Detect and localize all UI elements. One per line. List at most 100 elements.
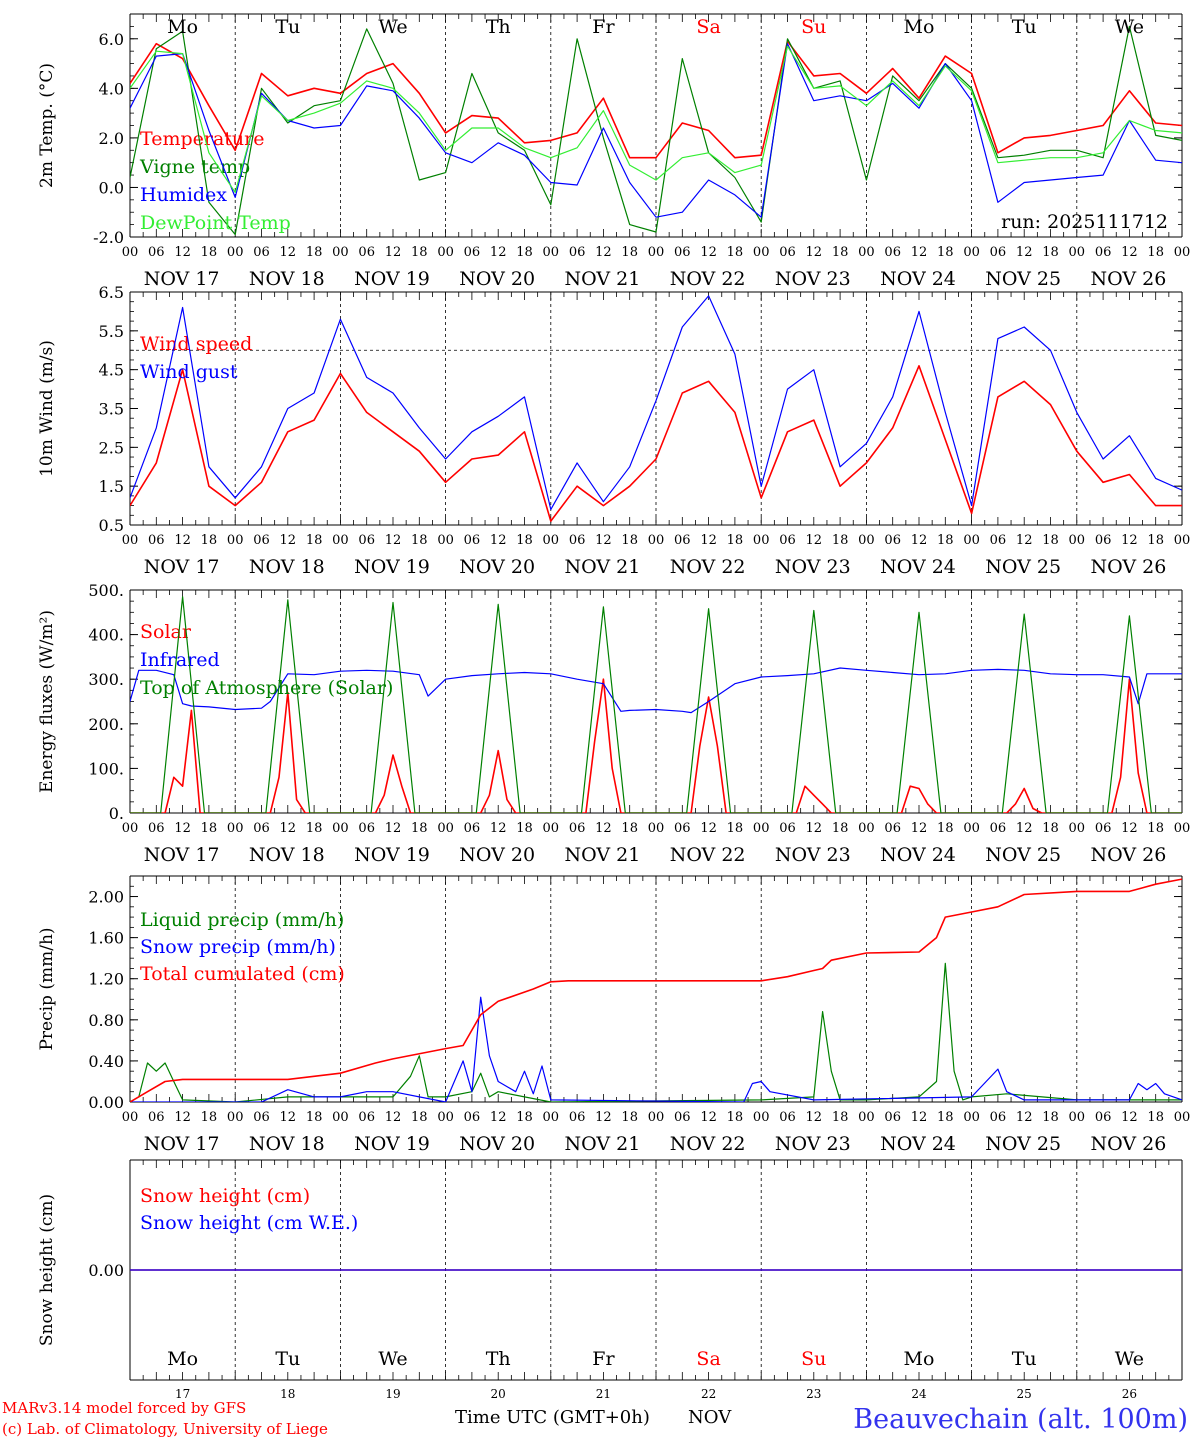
hour-tick-label: 00 bbox=[963, 1110, 980, 1125]
hour-tick-label: 18 bbox=[306, 533, 323, 548]
legend-entry: Wind gust bbox=[140, 361, 238, 383]
hour-tick-label: 12 bbox=[1016, 245, 1033, 260]
hour-tick-label: 06 bbox=[148, 245, 165, 260]
hour-tick-label: 00 bbox=[858, 245, 875, 260]
date-label: NOV 19 bbox=[354, 1133, 430, 1155]
hour-tick-label: 00 bbox=[963, 245, 980, 260]
y-tick-label: 0. bbox=[109, 804, 124, 823]
hour-tick-label: 12 bbox=[174, 533, 191, 548]
hour-tick-label: 18 bbox=[937, 821, 954, 836]
x-axis-month: NOV bbox=[688, 1407, 732, 1428]
hour-tick-label: 06 bbox=[358, 533, 375, 548]
date-label: NOV 24 bbox=[880, 844, 956, 866]
hour-tick-label: 12 bbox=[806, 533, 823, 548]
hour-tick-label: 00 bbox=[648, 245, 665, 260]
y-axis-title: Precip (mm/h) bbox=[37, 927, 57, 1050]
date-label: NOV 18 bbox=[249, 844, 325, 866]
legend-entry: Snow precip (mm/h) bbox=[140, 936, 336, 958]
hour-tick-label: 18 bbox=[1042, 1110, 1059, 1125]
date-label: NOV 24 bbox=[880, 556, 956, 578]
hour-tick-label: 00 bbox=[648, 1110, 665, 1125]
legend-entry: Infrared bbox=[140, 649, 220, 671]
date-label: NOV 18 bbox=[249, 268, 325, 290]
y-axis-title: Energy fluxes (W/m²) bbox=[37, 610, 57, 793]
hour-tick-label: 12 bbox=[595, 1110, 612, 1125]
y-tick-label: 5.5 bbox=[99, 322, 124, 341]
date-label: NOV 26 bbox=[1090, 268, 1166, 290]
day-number-label: 17 bbox=[175, 1387, 190, 1401]
hour-tick-label: 12 bbox=[911, 533, 928, 548]
date-label: NOV 17 bbox=[144, 268, 220, 290]
hour-tick-label: 06 bbox=[464, 533, 481, 548]
date-label: NOV 18 bbox=[249, 1133, 325, 1155]
hour-tick-label: 18 bbox=[201, 1110, 218, 1125]
weekday-label-top: We bbox=[378, 16, 407, 38]
y-tick-label: 300. bbox=[88, 670, 124, 689]
y-tick-label: 0.80 bbox=[88, 1011, 124, 1030]
hour-tick-label: 18 bbox=[411, 821, 428, 836]
hour-tick-label: 06 bbox=[569, 821, 586, 836]
hour-tick-label: 18 bbox=[1147, 245, 1164, 260]
hour-tick-label: 12 bbox=[700, 245, 717, 260]
hour-tick-label: 00 bbox=[1069, 821, 1086, 836]
weekday-label-top: Th bbox=[486, 16, 511, 38]
hour-tick-label: 00 bbox=[437, 533, 454, 548]
hour-tick-label: 12 bbox=[1016, 821, 1033, 836]
hour-tick-label: 12 bbox=[700, 1110, 717, 1125]
hour-tick-label: 12 bbox=[280, 821, 297, 836]
date-label: NOV 24 bbox=[880, 1133, 956, 1155]
y-tick-label: 6.5 bbox=[99, 283, 124, 302]
date-label: NOV 23 bbox=[775, 556, 851, 578]
weekday-label-bottom: We bbox=[1115, 1348, 1144, 1370]
y-axis-title: 2m Temp. (°C) bbox=[37, 63, 57, 188]
hour-tick-label: 12 bbox=[174, 821, 191, 836]
hour-tick-label: 12 bbox=[1121, 1110, 1138, 1125]
date-label: NOV 25 bbox=[985, 268, 1061, 290]
date-label: NOV 26 bbox=[1090, 844, 1166, 866]
date-label: NOV 20 bbox=[459, 268, 535, 290]
day-number-label: 23 bbox=[806, 1387, 821, 1401]
panel-5: 0.00 Snow height (cm) Snow height (cm) Snow… bbox=[37, 1159, 1183, 1381]
hour-tick-label: 00 bbox=[1069, 245, 1086, 260]
date-label: NOV 22 bbox=[670, 556, 746, 578]
hour-tick-label: 18 bbox=[1147, 533, 1164, 548]
hour-tick-label: 00 bbox=[122, 533, 139, 548]
hour-tick-label: 06 bbox=[148, 533, 165, 548]
legend-entry: Temperature bbox=[140, 128, 264, 150]
hour-tick-label: 06 bbox=[1095, 1110, 1112, 1125]
hour-tick-label: 00 bbox=[227, 533, 244, 548]
weekday-label-top: Fr bbox=[592, 16, 615, 38]
hour-tick-label: 06 bbox=[358, 1110, 375, 1125]
hour-tick-label: 12 bbox=[806, 821, 823, 836]
y-tick-label: 2.00 bbox=[88, 888, 124, 907]
day-number-label: 22 bbox=[701, 1387, 716, 1401]
series-line bbox=[130, 962, 1182, 1102]
hour-tick-label: 12 bbox=[490, 1110, 507, 1125]
date-label: NOV 26 bbox=[1090, 556, 1166, 578]
y-tick-label: 0.40 bbox=[88, 1052, 124, 1071]
weekday-label-bottom: Tu bbox=[275, 1348, 300, 1370]
weekday-label-bottom: Tu bbox=[1012, 1348, 1037, 1370]
hour-tick-label: 12 bbox=[385, 533, 402, 548]
lab-credit: (c) Lab. of Climatology, University of L… bbox=[2, 1420, 328, 1438]
series-line bbox=[130, 295, 1182, 511]
series-line bbox=[130, 364, 1182, 522]
hour-tick-label: 00 bbox=[543, 533, 560, 548]
hour-tick-label: 00 bbox=[753, 533, 770, 548]
weekday-label-bottom: Mo bbox=[167, 1348, 198, 1370]
date-label: NOV 23 bbox=[775, 1133, 851, 1155]
y-tick-label: 2.0 bbox=[99, 129, 124, 148]
weekday-label-top: Tu bbox=[1012, 16, 1037, 38]
hour-tick-label: 12 bbox=[385, 1110, 402, 1125]
hour-tick-label: 00 bbox=[122, 245, 139, 260]
hour-tick-label: 00 bbox=[437, 245, 454, 260]
hour-tick-label: 12 bbox=[1016, 1110, 1033, 1125]
hour-tick-label: 18 bbox=[306, 1110, 323, 1125]
hour-tick-label: 18 bbox=[1042, 821, 1059, 836]
hour-tick-label: 12 bbox=[911, 1110, 928, 1125]
hour-tick-label: 18 bbox=[1042, 245, 1059, 260]
series-line bbox=[130, 878, 1182, 1102]
hour-tick-label: 12 bbox=[490, 245, 507, 260]
hour-tick-label: 06 bbox=[464, 821, 481, 836]
